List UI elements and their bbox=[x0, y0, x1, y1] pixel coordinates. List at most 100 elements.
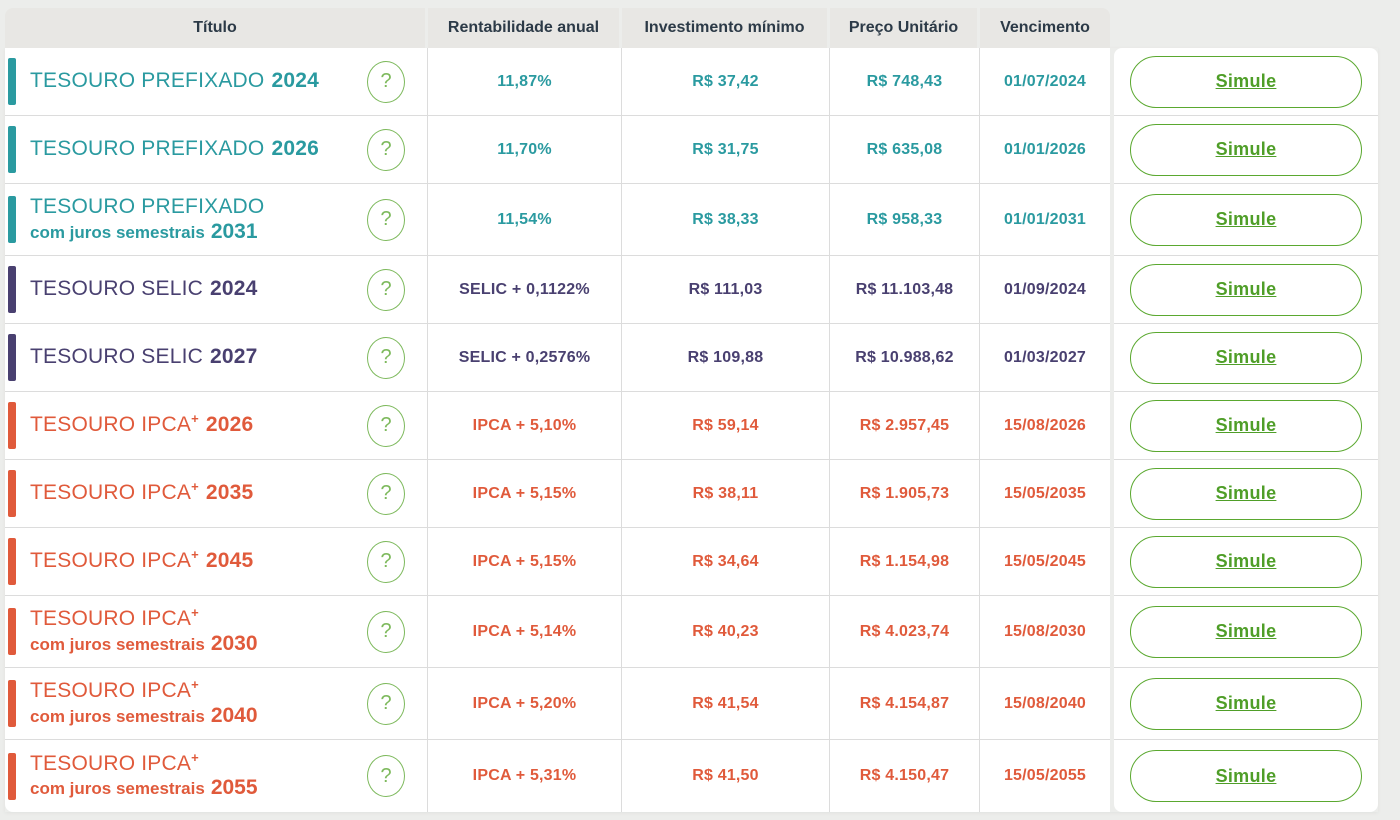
unit-price: R$ 748,43 bbox=[830, 48, 980, 116]
header-preco: Preço Unitário bbox=[830, 8, 980, 48]
table-row: TESOURO IPCA+ com juros semestrais 2055 ?… bbox=[5, 740, 1378, 812]
help-icon[interactable]: ? bbox=[367, 472, 405, 515]
simulate-button[interactable]: Simule bbox=[1130, 399, 1362, 452]
table-body: TESOURO PREFIXADO 2024 ? 11,87% R$ 37,42 … bbox=[5, 48, 1378, 812]
help-icon[interactable]: ? bbox=[367, 268, 405, 311]
simulate-cell: Simule bbox=[1114, 392, 1378, 460]
bond-name: TESOURO IPCA bbox=[30, 679, 192, 703]
column-gap bbox=[1110, 184, 1114, 256]
bond-color-bar bbox=[8, 126, 16, 173]
unit-price: R$ 1.905,73 bbox=[830, 460, 980, 528]
bond-subtitle: com juros semestrais bbox=[30, 779, 205, 798]
help-icon[interactable]: ? bbox=[367, 198, 405, 241]
minimum-investment: R$ 38,33 bbox=[622, 184, 830, 256]
simulate-button[interactable]: Simule bbox=[1130, 55, 1362, 108]
help-icon[interactable]: ? bbox=[367, 336, 405, 379]
bond-year: 2030 bbox=[210, 631, 258, 655]
bond-year: 2024 bbox=[209, 277, 258, 301]
table-row: TESOURO PREFIXADO 2026 ? 11,70% R$ 31,75 … bbox=[5, 116, 1378, 184]
simulate-button[interactable]: Simule bbox=[1130, 467, 1362, 520]
bond-color-bar bbox=[8, 266, 16, 313]
column-gap bbox=[1110, 256, 1114, 324]
column-gap bbox=[1110, 460, 1114, 528]
bond-name-superscript: + bbox=[191, 411, 199, 427]
maturity-date: 01/03/2027 bbox=[980, 324, 1110, 392]
minimum-investment: R$ 40,23 bbox=[622, 596, 830, 668]
bond-color-bar bbox=[8, 608, 16, 655]
help-icon[interactable]: ? bbox=[367, 60, 405, 103]
simulate-button[interactable]: Simule bbox=[1130, 750, 1362, 802]
simulate-button[interactable]: Simule bbox=[1130, 331, 1362, 384]
simulate-button[interactable]: Simule bbox=[1130, 193, 1362, 246]
annual-rate: IPCA + 5,14% bbox=[428, 596, 622, 668]
simulate-cell: Simule bbox=[1114, 668, 1378, 740]
simulate-cell: Simule bbox=[1114, 324, 1378, 392]
table-row: TESOURO SELIC 2027 ? SELIC + 0,2576% R$ 1… bbox=[5, 324, 1378, 392]
bond-color-bar bbox=[8, 538, 16, 585]
bond-name: TESOURO IPCA bbox=[30, 607, 192, 631]
table-row: TESOURO IPCA+ 2026 ? IPCA + 5,10% R$ 59,1… bbox=[5, 392, 1378, 460]
minimum-investment: R$ 41,50 bbox=[622, 740, 830, 812]
bond-title: TESOURO SELIC 2024 bbox=[30, 277, 367, 301]
simulate-button[interactable]: Simule bbox=[1130, 677, 1362, 730]
annual-rate: SELIC + 0,1122% bbox=[428, 256, 622, 324]
simulate-cell: Simule bbox=[1114, 116, 1378, 184]
simulate-button[interactable]: Simule bbox=[1130, 605, 1362, 658]
bond-year: 2026 bbox=[271, 137, 319, 161]
column-gap bbox=[1110, 324, 1114, 392]
bond-color-bar bbox=[8, 58, 16, 105]
unit-price: R$ 1.154,98 bbox=[830, 528, 980, 596]
header-titulo: Título bbox=[5, 8, 428, 48]
column-gap bbox=[1110, 668, 1114, 740]
annual-rate: 11,70% bbox=[428, 116, 622, 184]
simulate-cell: Simule bbox=[1114, 596, 1378, 668]
header-vencimento: Vencimento bbox=[980, 8, 1110, 48]
table-row: TESOURO PREFIXADO com juros semestrais 20… bbox=[5, 184, 1378, 256]
help-icon[interactable]: ? bbox=[367, 128, 405, 171]
help-icon[interactable]: ? bbox=[367, 610, 405, 653]
bond-year: 2040 bbox=[210, 703, 258, 727]
table-header: Título Rentabilidade anual Investimento … bbox=[5, 8, 1378, 48]
bond-name: TESOURO IPCA bbox=[30, 481, 192, 505]
column-gap bbox=[1110, 596, 1114, 668]
bond-title-cell: TESOURO PREFIXADO 2026 ? bbox=[5, 116, 428, 184]
bond-name: TESOURO SELIC bbox=[30, 345, 203, 369]
bond-name-superscript: + bbox=[191, 479, 199, 495]
bond-rates-table: Título Rentabilidade anual Investimento … bbox=[5, 8, 1378, 812]
maturity-date: 15/08/2026 bbox=[980, 392, 1110, 460]
bond-year: 2024 bbox=[271, 69, 319, 93]
table-row: TESOURO SELIC 2024 ? SELIC + 0,1122% R$ 1… bbox=[5, 256, 1378, 324]
help-icon[interactable]: ? bbox=[367, 755, 405, 797]
bond-title: TESOURO IPCA+ 2026 bbox=[30, 411, 367, 437]
bond-name-superscript: + bbox=[191, 547, 199, 563]
simulate-button[interactable]: Simule bbox=[1130, 535, 1362, 588]
simulate-button[interactable]: Simule bbox=[1130, 123, 1362, 176]
bond-title: TESOURO SELIC 2027 bbox=[30, 345, 367, 369]
bond-color-bar bbox=[8, 680, 16, 727]
simulate-cell: Simule bbox=[1114, 528, 1378, 596]
bond-title: TESOURO IPCA+ com juros semestrais 2040 bbox=[30, 678, 367, 727]
bond-title-cell: TESOURO IPCA+ 2035 ? bbox=[5, 460, 428, 528]
bond-title-cell: TESOURO IPCA+ com juros semestrais 2055 ? bbox=[5, 740, 428, 812]
help-icon[interactable]: ? bbox=[367, 404, 405, 447]
simulate-cell: Simule bbox=[1114, 256, 1378, 324]
minimum-investment: R$ 38,11 bbox=[622, 460, 830, 528]
bond-color-bar bbox=[8, 752, 16, 800]
bond-title-cell: TESOURO IPCA+ com juros semestrais 2040 ? bbox=[5, 668, 428, 740]
help-icon[interactable]: ? bbox=[367, 540, 405, 583]
bond-color-bar bbox=[8, 334, 16, 381]
maturity-date: 15/05/2035 bbox=[980, 460, 1110, 528]
bond-title: TESOURO IPCA+ 2035 bbox=[30, 479, 367, 505]
simulate-cell: Simule bbox=[1114, 184, 1378, 256]
annual-rate: 11,54% bbox=[428, 184, 622, 256]
annual-rate: IPCA + 5,20% bbox=[428, 668, 622, 740]
help-icon[interactable]: ? bbox=[367, 682, 405, 725]
bond-year: 2027 bbox=[209, 345, 258, 369]
bond-year: 2031 bbox=[210, 219, 258, 243]
annual-rate: IPCA + 5,31% bbox=[428, 740, 622, 812]
simulate-button[interactable]: Simule bbox=[1130, 263, 1362, 316]
column-gap bbox=[1110, 48, 1114, 116]
unit-price: R$ 4.154,87 bbox=[830, 668, 980, 740]
unit-price: R$ 635,08 bbox=[830, 116, 980, 184]
bond-title-cell: TESOURO PREFIXADO 2024 ? bbox=[5, 48, 428, 116]
